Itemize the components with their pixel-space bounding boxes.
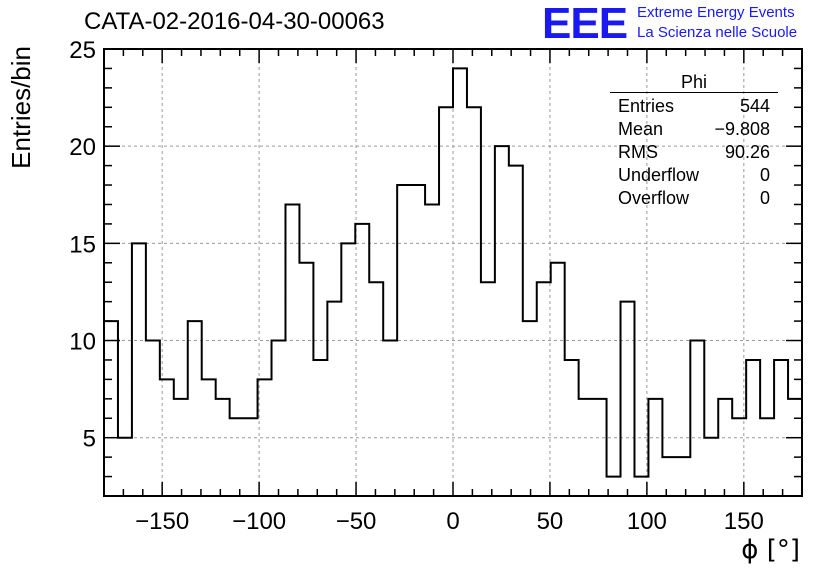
stats-label: Mean <box>618 119 664 139</box>
y-tick-label: 5 <box>83 426 96 453</box>
x-axis-label: ϕ [°] <box>741 535 800 565</box>
stats-value: 544 <box>739 96 770 116</box>
x-tick-label: 50 <box>537 508 564 535</box>
y-tick-label: 25 <box>69 37 96 64</box>
stats-row-mean: Mean −9.808 <box>610 118 778 141</box>
stats-rows: Entries 544 Mean −9.808 RMS 90.26 Underflow 0 Ov… <box>610 95 778 210</box>
chart-title: CATA-02-2016-04-30-00063 <box>84 8 385 35</box>
histogram-series <box>104 67 802 478</box>
stats-value: 90.26 <box>724 142 770 162</box>
stats-row-rms: RMS 90.26 <box>610 141 778 164</box>
stats-row-overflow: Overflow 0 <box>610 187 778 210</box>
stats-value: 0 <box>759 165 770 185</box>
stats-label: Underflow <box>618 165 700 185</box>
y-tick-label: 10 <box>69 329 96 356</box>
stats-label: Entries <box>618 96 675 116</box>
logo-line-1: Extreme Energy Events <box>637 4 795 21</box>
x-tick-label: −100 <box>232 508 286 535</box>
stats-label: Overflow <box>618 188 690 208</box>
eee-logo: EEE <box>542 0 628 48</box>
x-tick-label: 100 <box>627 508 667 535</box>
x-tick-label: 0 <box>446 508 459 535</box>
x-tick-label: 150 <box>724 508 764 535</box>
y-axis-label: Entries/bin <box>6 46 36 169</box>
stats-row-entries: Entries 544 <box>610 95 778 118</box>
x-tick-label: −150 <box>135 508 189 535</box>
stats-value: −9.808 <box>714 119 770 139</box>
y-tick-label: 15 <box>69 231 96 258</box>
x-tick-label: −50 <box>336 508 377 535</box>
stats-value: 0 <box>759 188 770 208</box>
stats-box: Phi Entries 544 Mean −9.808 RMS 90.26 Underflo… <box>610 72 778 210</box>
y-tick-label: 20 <box>69 134 96 161</box>
logo-line-2: La Scienza nelle Scuole <box>637 24 798 41</box>
stats-label: RMS <box>618 142 658 162</box>
stats-row-underflow: Underflow 0 <box>610 164 778 187</box>
stats-title: Phi <box>610 72 778 93</box>
